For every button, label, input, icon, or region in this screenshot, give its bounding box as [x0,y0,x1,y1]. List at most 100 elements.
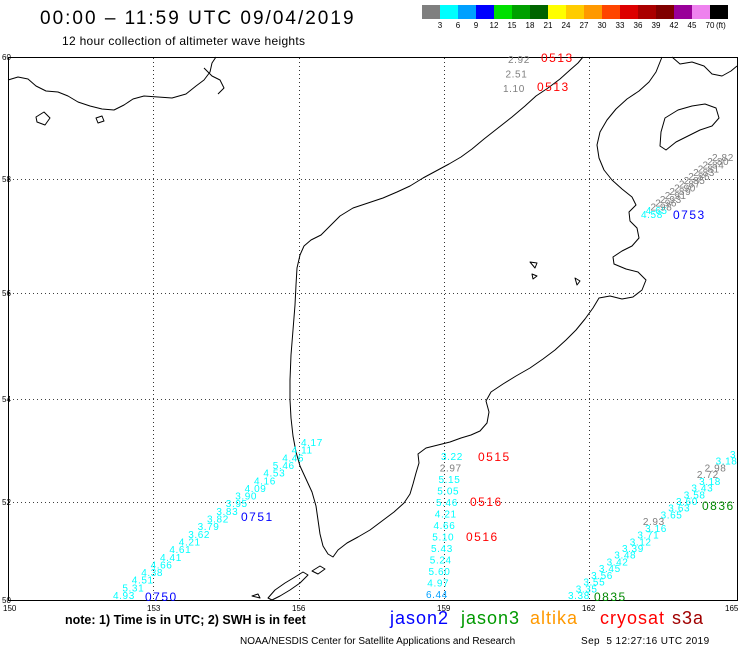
pass-time-label: 0751 [241,510,274,524]
color-scale-label: 9 [473,21,479,30]
island [659,103,720,151]
pass-time-label: 0836 [702,499,735,513]
wave-height-label: 4.38 [141,568,163,579]
longitude-label: 162 [582,604,596,613]
wave-height-label: 2.85 [684,176,706,187]
wave-height-label: 3.79 [198,522,220,533]
wave-height-label: 2.80 [707,157,729,168]
pass-time-label: 0513 [541,51,574,65]
satellite-legend-jason2: jason2 [390,608,450,628]
wave-height-label: 3.83 [216,507,238,518]
latitude-label: 60 [2,53,11,62]
pass-time-label: 0516 [470,495,503,509]
longitude-label: 159 [437,604,451,613]
color-scale-bar [422,5,728,19]
wave-height-label: 2.97 [440,464,462,475]
wave-height-label: 4.16 [254,476,276,487]
wave-height-label: 3.71 [637,531,659,542]
wave-height-label: 2.83 [693,168,715,179]
color-scale-swatch [656,5,674,19]
wave-height-label: 2.89 [669,187,691,198]
wave-height-label: 3.39 [622,544,644,555]
color-scale-label: 70 [705,21,715,30]
wave-height-label: 2.81 [698,164,720,175]
color-scale-swatch [620,5,638,19]
coastline [203,67,225,95]
island [95,115,105,124]
wave-height-label: 4.58 [641,210,663,221]
wave-height-label: 3.48 [614,551,636,562]
wave-height-label: 4.97 [427,579,449,590]
wave-height-label: 2.90 [674,183,696,194]
island [574,277,581,286]
graticule [9,58,737,600]
wave-height-label: 5.46 [436,498,458,509]
color-scale-swatch [494,5,512,19]
wave-height-label: 6.44 [426,590,448,601]
color-scale-swatch [566,5,584,19]
wave-height-label: 3.63 [668,504,690,515]
color-scale-swatch [674,5,692,19]
pass-time-label: 0835 [594,590,627,604]
wave-height-label: 3.18 [716,457,738,468]
wave-height-label: 2.82 [712,153,734,164]
wave-height-label: 4.66 [151,560,173,571]
color-scale: 3 6 9 12 15 18 21 24 27 30 33 36 39 42 45 70 (ft) [422,5,728,35]
wave-height-label: 2.91 [665,191,687,202]
wave-height-label: 3.18 [699,477,721,488]
latitude-label: 54 [2,395,11,404]
coastlines [7,56,738,601]
wave-height-label: 2.84 [703,161,725,172]
island [267,571,309,601]
wave-height-label: 4.17 [301,438,323,449]
wave-height-label: 3.95 [226,499,248,510]
wave-height-label: 3.90 [235,492,257,503]
color-scale-label: 24 [561,21,571,30]
wave-height-label: 3.42 [607,557,629,568]
color-scale-label: 36 [633,21,643,30]
longitude-label: 156 [292,604,306,613]
wave-height-label: 4.66 [434,521,456,532]
wave-height-label: 3.62 [188,530,210,541]
color-scale-swatch [440,5,458,19]
wave-height-label: 4.53 [263,469,285,480]
longitude-label: 150 [3,604,17,613]
wave-height-label: 2.93 [660,195,682,206]
color-scale-swatch [584,5,602,19]
wave-height-label: 4.41 [160,553,182,564]
color-scale-label: 15 [507,21,517,30]
wave-height-label: 4.61 [169,545,191,556]
color-scale-swatch [512,5,530,19]
wave-height-label: 5.43 [431,544,453,555]
wave-height-label: 3.60 [676,497,698,508]
wave-height-label: 2.96 [655,199,677,210]
pass-time-label: 0516 [466,530,499,544]
satellite-legend-altika: altika [530,608,579,628]
wave-height-label: 4.21 [435,510,457,521]
color-scale-swatch [692,5,710,19]
wave-height-label: 3.35 [576,584,598,595]
wave-height-label: 5.24 [430,556,452,567]
wave-height-label: 5.31 [122,583,144,594]
pass-time-labels: 0513 0513 0515 0516 0516 0750 0751 0753 0835 0836 [145,51,735,604]
wave-height-label: 2.51 [506,70,528,81]
wave-height-label: 2.87 [679,180,701,191]
pass-time-label: 0513 [537,80,570,94]
wave-height-label: 3.56 [591,571,613,582]
island [531,273,538,280]
wave-height-label: 3.58 [684,490,706,501]
wave-height-label: 4.65 [646,206,668,217]
coastline [671,56,738,77]
island [251,593,261,599]
wave-height-label: 2.98 [651,202,673,213]
wave-height-label: 3.16 [645,524,667,535]
latitude-label: 58 [2,175,11,184]
color-scale-label: 6 [455,21,461,30]
color-scale-label: 18 [525,21,535,30]
wave-height-label: 3.12 [630,537,652,548]
color-scale-label: 30 [597,21,607,30]
pass-time-label: 0515 [478,450,511,464]
satellite-legend-s3a: s3a [672,608,705,628]
color-scale-label: 42 [669,21,679,30]
